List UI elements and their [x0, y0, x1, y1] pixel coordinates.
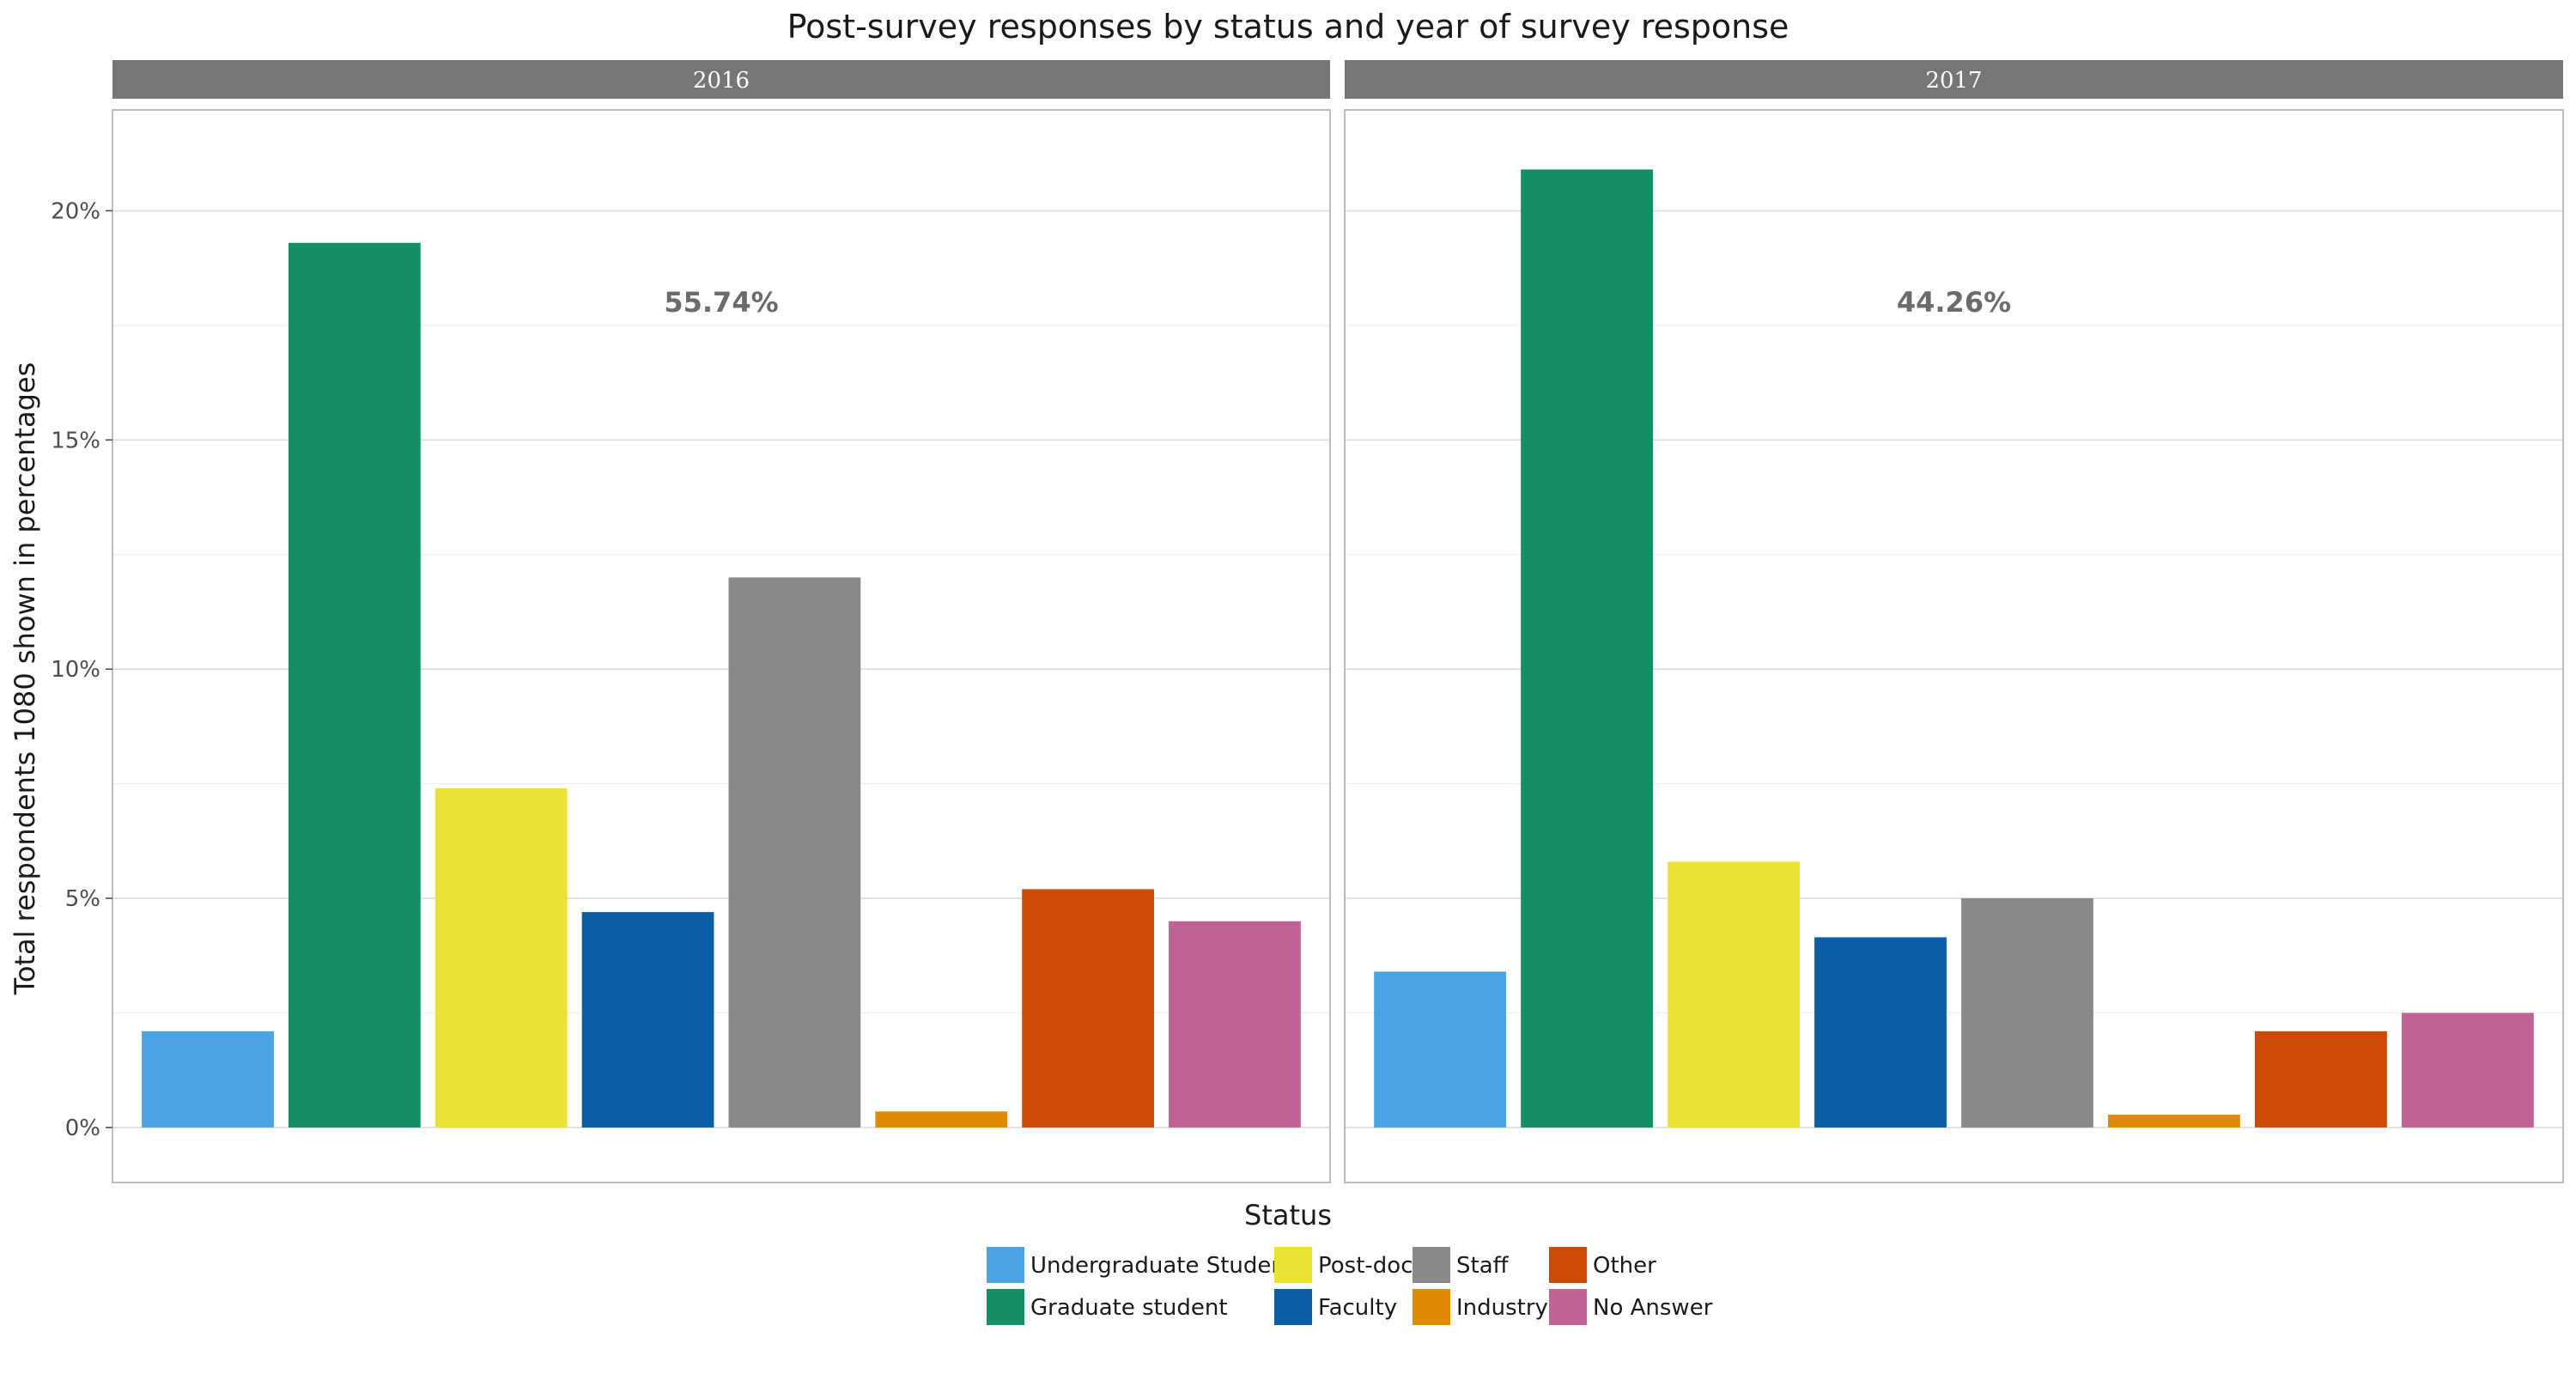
- facet-panel-2016: 2016 55.74%: [112, 60, 1331, 1183]
- bar-2016-other: [1022, 889, 1154, 1128]
- chart-title: Post-survey responses by status and year…: [787, 8, 1789, 46]
- panel-border: [1344, 109, 2564, 1183]
- legend-item-staff: Staff: [1413, 1247, 1510, 1283]
- facet-strip-label: 2016: [693, 68, 750, 94]
- bars: [1374, 169, 2534, 1128]
- y-axis: 0% 5% 10% 15% 20%: [51, 198, 112, 1141]
- legend-label: Other: [1593, 1253, 1656, 1279]
- legend-swatch: [1413, 1289, 1450, 1325]
- legend-item-faculty: Faculty: [1274, 1289, 1397, 1325]
- legend-item-other: Other: [1549, 1247, 1656, 1283]
- y-axis-title: Total respondents 1080 shown in percenta…: [9, 362, 41, 996]
- bar-2016-graduate-student: [289, 242, 421, 1128]
- facet-strip: [1345, 60, 2563, 99]
- bar-2017-graduate-student: [1521, 169, 1654, 1128]
- bar-2017-undergraduate-student: [1374, 971, 1507, 1128]
- legend-label: No Answer: [1593, 1295, 1713, 1321]
- legend-item-graduate-student: Graduate student: [987, 1289, 1228, 1325]
- y-tick-label: 20%: [51, 198, 100, 224]
- legend-item-no-answer: No Answer: [1549, 1289, 1713, 1325]
- legend-swatch: [1413, 1247, 1450, 1283]
- facet-strip-label: 2017: [1925, 68, 1982, 94]
- x-axis-title: Status: [1244, 1199, 1332, 1231]
- legend-label: Post-doc: [1318, 1253, 1413, 1279]
- bar-2016-industry: [875, 1111, 1008, 1128]
- legend-item-industry: Industry: [1413, 1289, 1548, 1325]
- bar-2017-other: [2254, 1030, 2387, 1128]
- panel-border: [112, 109, 1331, 1183]
- bar-2017-industry: [2108, 1115, 2240, 1128]
- legend-label: Graduate student: [1030, 1295, 1228, 1321]
- bar-2017-faculty: [1814, 937, 1947, 1128]
- bars: [142, 242, 1301, 1128]
- bar-2016-undergraduate-student: [142, 1030, 274, 1128]
- legend-label: Faculty: [1318, 1295, 1397, 1321]
- facet-strip: [112, 60, 1330, 99]
- bar-2016-staff: [728, 577, 861, 1128]
- facet-panel-2017: 2017 44.26%: [1344, 60, 2564, 1183]
- bar-2016-no-answer: [1169, 921, 1301, 1128]
- legend: Undergraduate Student Graduate student Pos…: [987, 1247, 1713, 1325]
- y-tick-label: 0%: [65, 1116, 100, 1141]
- bar-2016-post-doc: [434, 787, 568, 1128]
- legend-label: Staff: [1456, 1253, 1510, 1279]
- legend-swatch: [1274, 1247, 1312, 1283]
- legend-swatch: [1549, 1289, 1587, 1325]
- facet-share-annotation: 55.74%: [664, 286, 778, 319]
- y-tick-label: 10%: [51, 657, 100, 683]
- legend-swatch: [1549, 1247, 1587, 1283]
- bar-2017-post-doc: [1668, 861, 1800, 1128]
- legend-label: Industry: [1456, 1295, 1548, 1321]
- y-tick-label: 5%: [65, 886, 100, 912]
- legend-swatch: [987, 1247, 1024, 1283]
- bar-2016-faculty: [581, 912, 714, 1128]
- legend-label: Undergraduate Student: [1030, 1253, 1294, 1279]
- legend-swatch: [1274, 1289, 1312, 1325]
- facet-panels: 2016 55.74% 2017 44.26%: [112, 60, 2564, 1183]
- bar-2017-no-answer: [2401, 1012, 2534, 1128]
- bar-2017-staff: [1961, 898, 2093, 1128]
- legend-swatch: [987, 1289, 1024, 1325]
- legend-item-post-doc: Post-doc: [1274, 1247, 1413, 1283]
- facet-share-annotation: 44.26%: [1897, 286, 2011, 319]
- legend-item-undergraduate-student: Undergraduate Student: [987, 1247, 1294, 1283]
- y-tick-label: 15%: [51, 428, 100, 453]
